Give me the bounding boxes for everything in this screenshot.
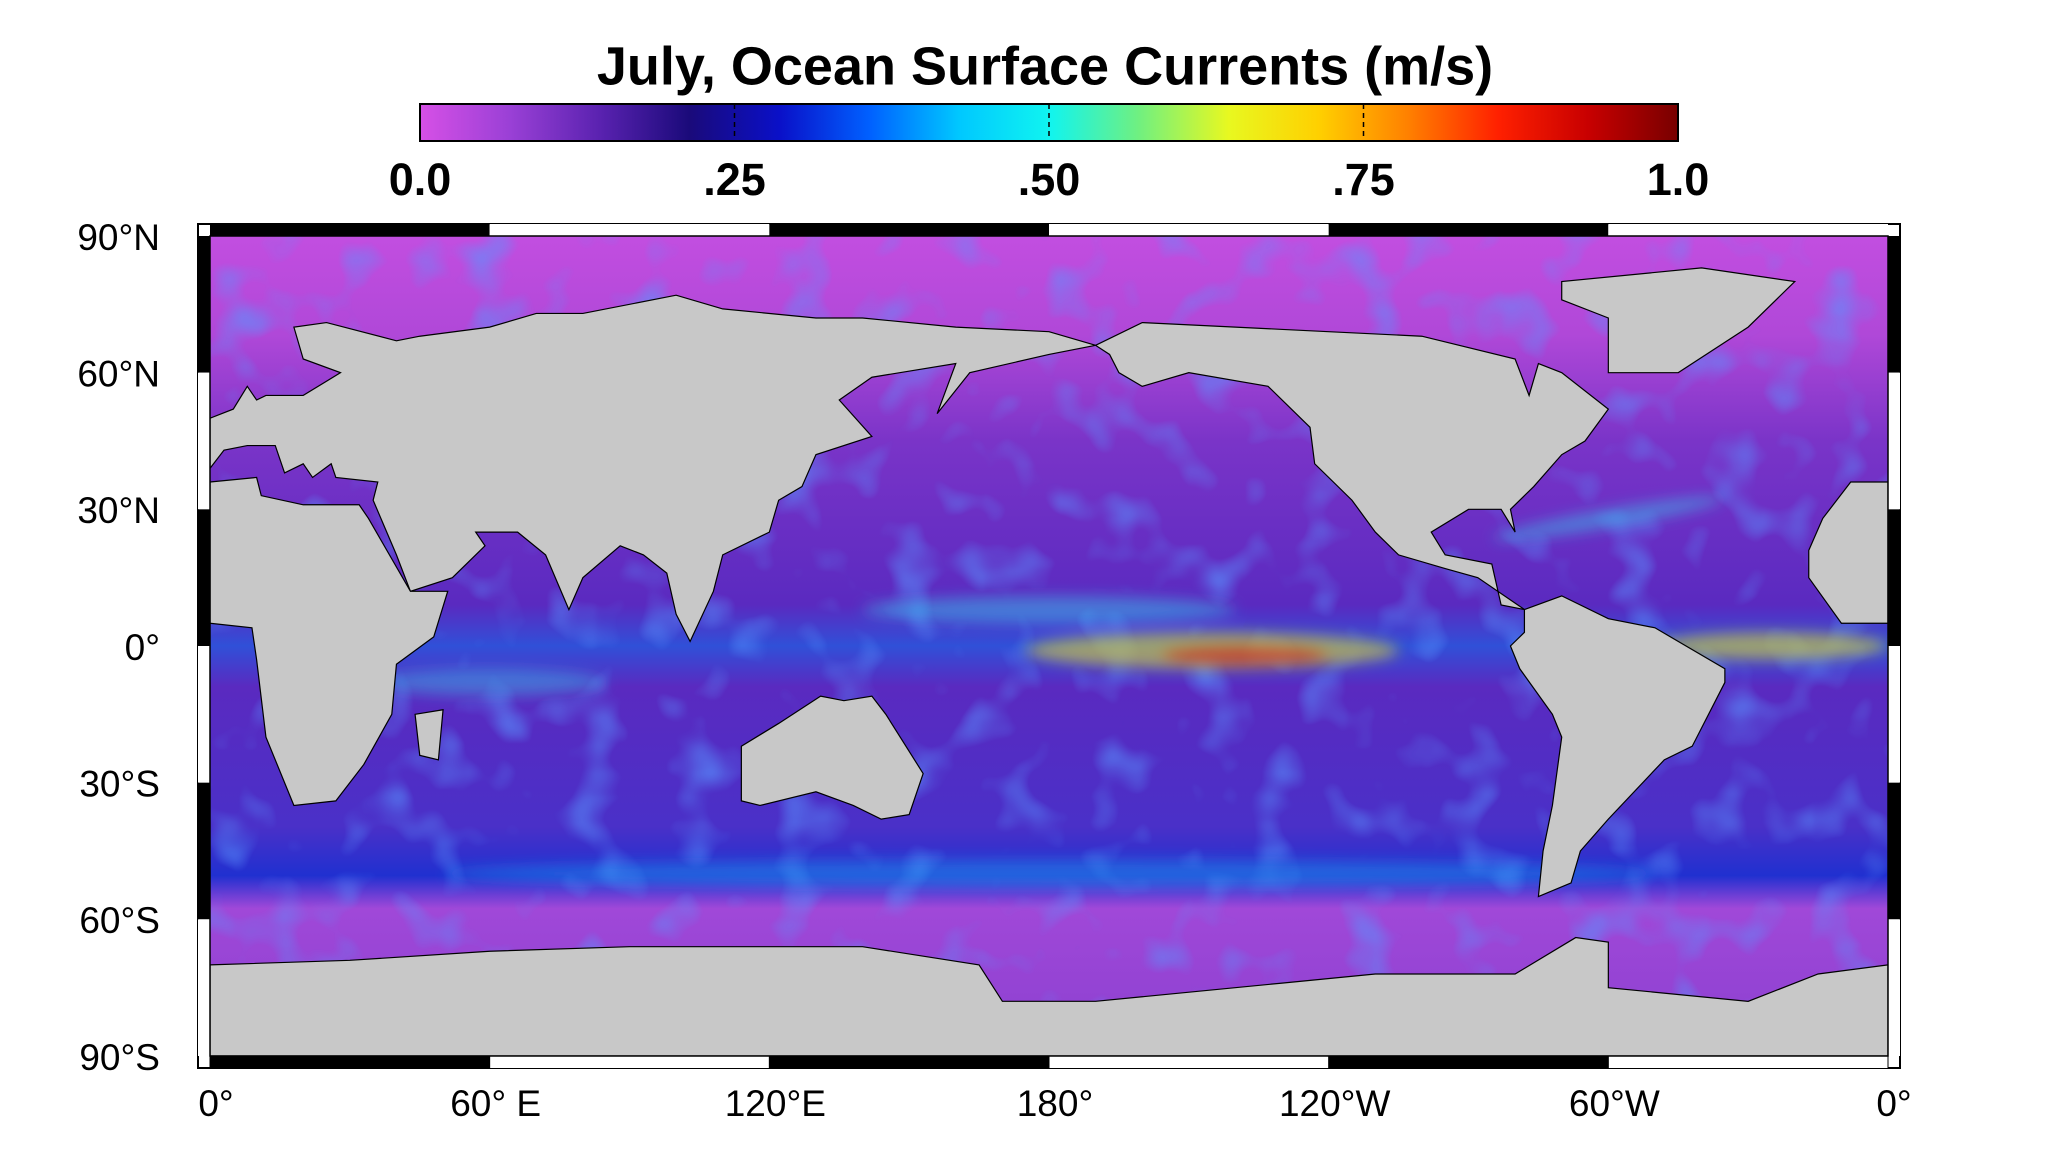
lat-tick-label: 30°S: [79, 763, 160, 804]
frame-bar: [198, 919, 210, 1056]
land: [210, 268, 1888, 1056]
antarctica: [210, 938, 1888, 1056]
frame-bar: [1888, 372, 1900, 510]
madagascar: [415, 710, 443, 760]
frame-bar: [769, 1056, 1049, 1068]
lon-tick-label: 0°: [1876, 1083, 1911, 1124]
colorbar-tick-label: .50: [1018, 154, 1081, 205]
lon-tick-label: 180°: [1017, 1083, 1094, 1124]
map-border: [209, 235, 1889, 1057]
colorbar-tick-label: 0.0: [389, 154, 452, 205]
frame-bar: [1608, 1056, 1888, 1068]
lat-tick-label: 0°: [125, 627, 160, 668]
eurasia: [210, 295, 1096, 641]
lat-tick-label: 90°N: [77, 217, 160, 258]
frame-bar: [1049, 224, 1329, 236]
lon-tick-label: 120°E: [725, 1083, 826, 1124]
australia: [741, 696, 923, 819]
lat-tick-label: 60°S: [79, 900, 160, 941]
frame-bar: [489, 1056, 770, 1068]
lat-tick-label: 90°S: [79, 1037, 160, 1078]
north-america: [1096, 323, 1609, 610]
greenland: [1562, 268, 1795, 373]
frame-bar: [489, 224, 770, 236]
lon-tick-label: 60° E: [450, 1083, 541, 1124]
frame-bar: [198, 372, 210, 510]
frame-bar: [769, 224, 1049, 236]
frame-bar: [1888, 236, 1900, 373]
frame-bar: [1888, 782, 1900, 920]
map: [210, 236, 1888, 1056]
frame-bar: [198, 646, 210, 783]
frame-bar: [198, 782, 210, 920]
frame-bar: [1888, 919, 1900, 1056]
africa-west: [1809, 482, 1888, 623]
colorbar-tick-label: 1.0: [1647, 154, 1710, 205]
lon-tick-label: 60°W: [1569, 1083, 1660, 1124]
south-america: [1510, 596, 1724, 897]
frame-bars: [198, 224, 1900, 1068]
map-axes: 0° 60° E 120°E 180° 120°W 60°W 0° 90°N 60°N 30°N 0…: [77, 217, 1911, 1124]
frame-bar: [210, 1056, 490, 1068]
colorbar-ticks: 0.0 .25 .50 .75 1.0: [389, 104, 1710, 205]
frame-bar: [198, 236, 210, 373]
frame-bar: [1888, 646, 1900, 783]
frame-bar: [198, 509, 210, 646]
currents: [373, 496, 1888, 888]
africa: [210, 477, 448, 805]
colorbar-tick-label: .75: [1332, 154, 1395, 205]
frame-bar: [210, 224, 490, 236]
title: July, Ocean Surface Currents (m/s): [597, 36, 1493, 96]
frame-bar: [1328, 1056, 1609, 1068]
lat-tick-label: 30°N: [77, 490, 160, 531]
frame-bar: [1608, 224, 1888, 236]
lat-tick-label: 60°N: [77, 353, 160, 394]
frame-bar: [1049, 1056, 1329, 1068]
lon-tick-label: 120°W: [1279, 1083, 1391, 1124]
frame-bar: [1328, 224, 1609, 236]
frame-bar: [1888, 509, 1900, 646]
colorbar-tick-label: .25: [703, 154, 766, 205]
lon-tick-label: 0°: [198, 1083, 233, 1124]
